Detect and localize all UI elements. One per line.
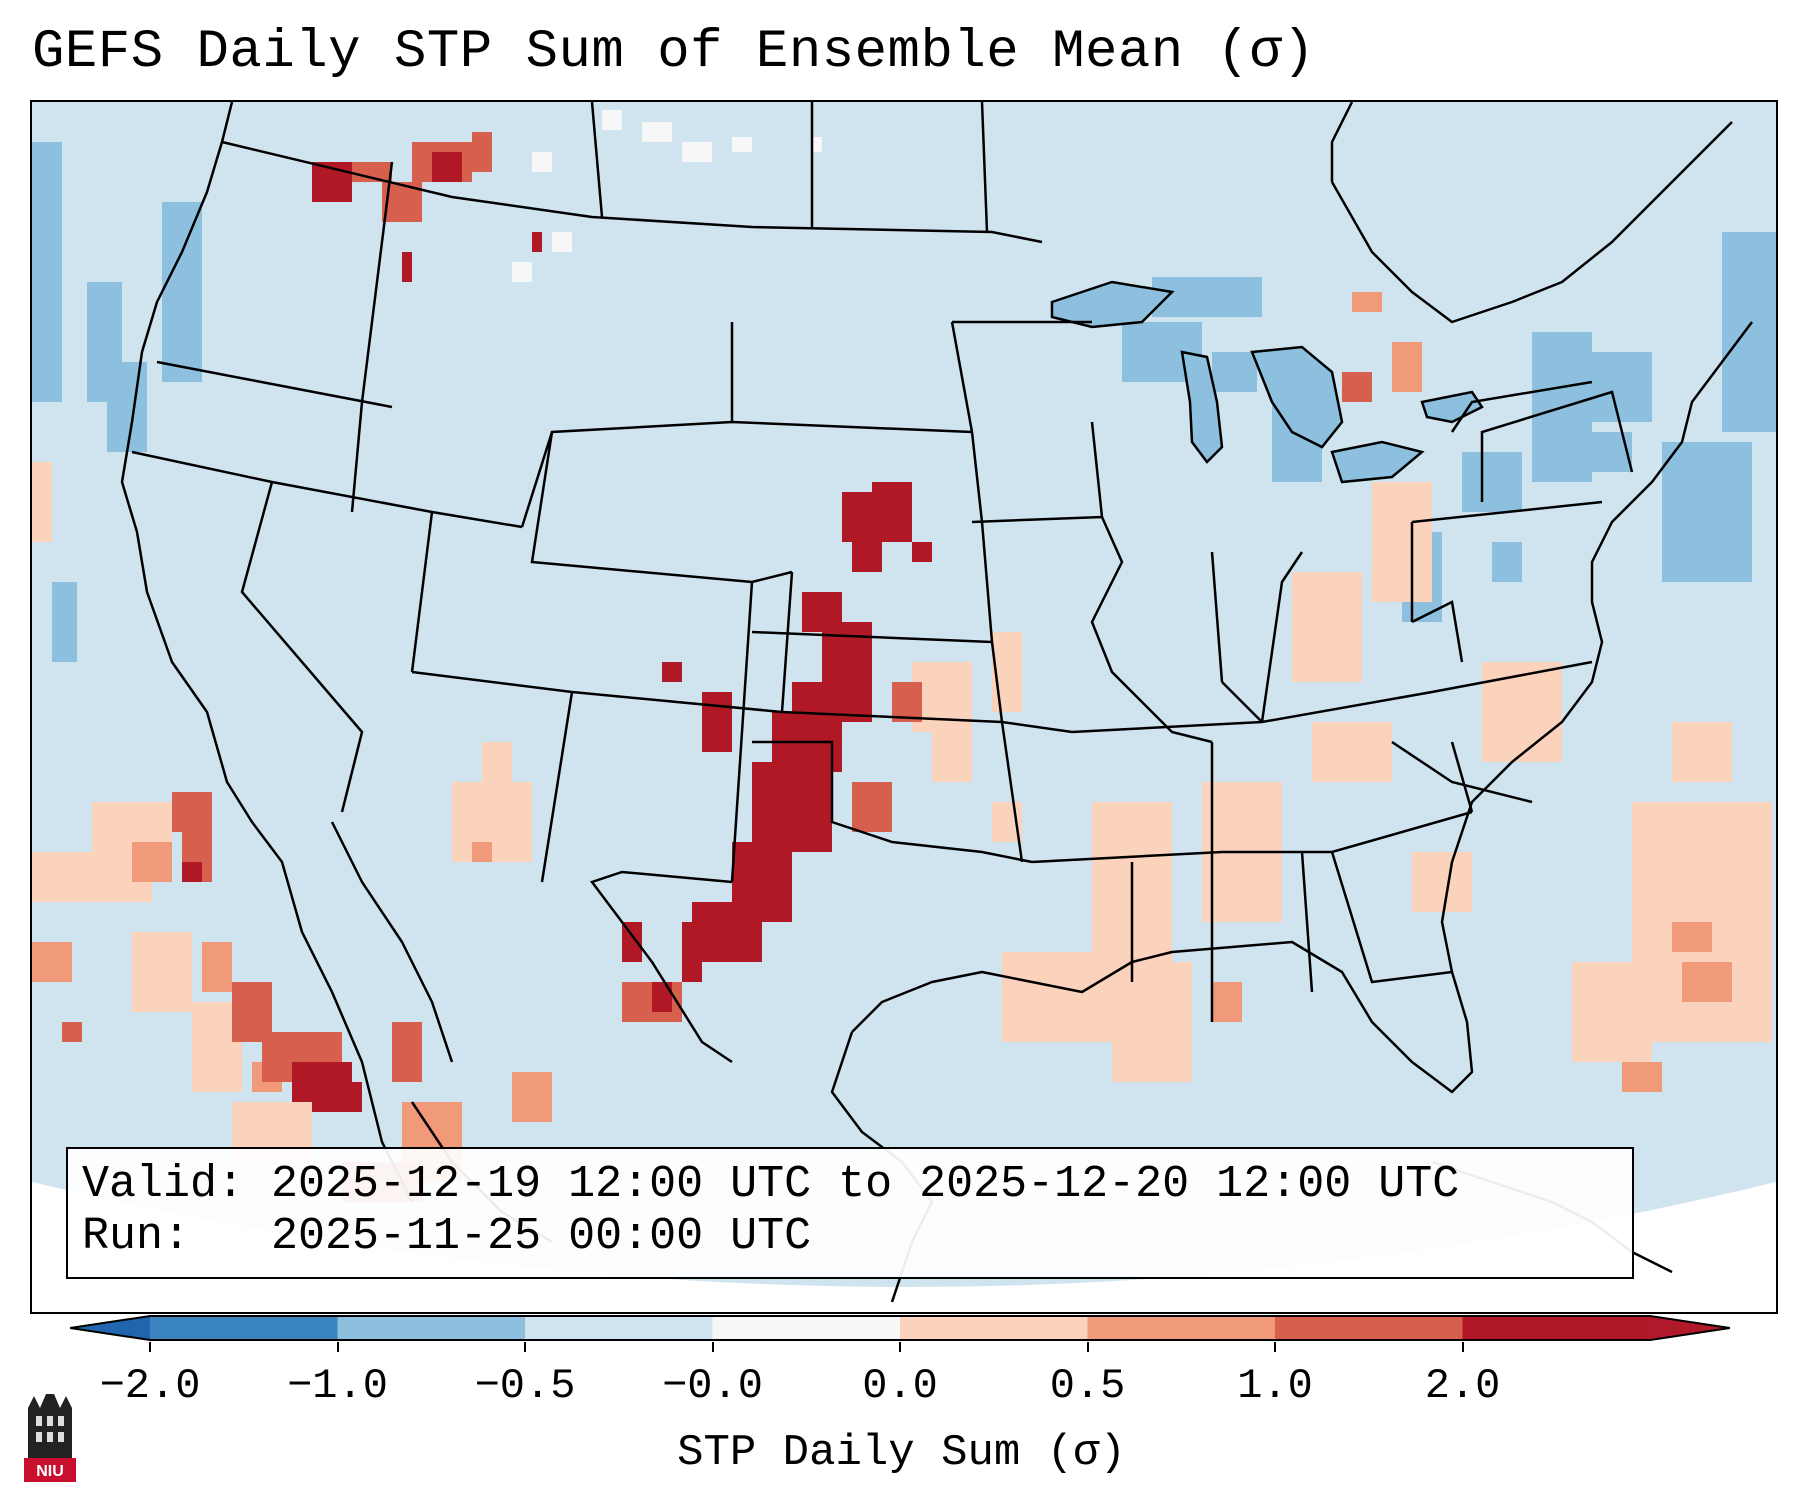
colorbar-tick-mark <box>1461 1342 1464 1352</box>
colorbar-tick-mark <box>711 1342 714 1352</box>
colorbar-tick-mark <box>336 1342 339 1352</box>
info-box: Valid: 2025-12-19 12:00 UTC to 2025-12-2… <box>66 1147 1634 1279</box>
medium-positive-cells <box>32 292 1732 1182</box>
colorbar-tick-label: 0.5 <box>1049 1362 1126 1410</box>
colorbar <box>70 1315 1730 1341</box>
great-lakes <box>1050 280 1484 484</box>
state-borders <box>131 102 1634 1064</box>
colorbar-tick-label: −2.0 <box>99 1362 201 1410</box>
colorbar-tick-label: −0.0 <box>662 1362 763 1410</box>
colorbar-bin <box>712 1316 901 1340</box>
colorbar-bins <box>150 1316 1651 1340</box>
colorbar-tick-mark <box>1274 1342 1276 1352</box>
colorbar-tick-label: 1.0 <box>1237 1362 1313 1410</box>
max-positive-cells <box>182 152 932 1112</box>
colorbar-tick-mark <box>524 1342 526 1352</box>
logo-text: NIU <box>36 1463 64 1480</box>
colorbar-extend-high <box>1650 1316 1730 1340</box>
valid-time-text: Valid: 2025-12-19 12:00 UTC to 2025-12-2… <box>82 1159 1460 1210</box>
niu-logo: NIU <box>24 1394 76 1482</box>
colorbar-tick-mark <box>1086 1342 1089 1352</box>
colorbar-extend-low <box>70 1316 150 1340</box>
map-title: GEFS Daily STP Sum of Ensemble Mean (σ) <box>32 22 1316 83</box>
colorbar-tick-label: −0.5 <box>474 1362 576 1410</box>
colorbar-outline <box>70 1315 1730 1341</box>
map-panel[interactable] <box>30 100 1778 1314</box>
run-time-text: Run: 2025-11-25 00:00 UTC <box>82 1211 812 1262</box>
colorbar-tick-label: −1.0 <box>287 1362 388 1410</box>
colorbar-bin <box>150 1316 338 1340</box>
colorbar-tick-mark <box>899 1342 901 1352</box>
negative-anomaly-cells <box>32 142 1776 662</box>
colorbar-bin <box>337 1316 526 1340</box>
colorbar-tick-mark <box>149 1342 151 1352</box>
colorbar-bin <box>1275 1316 1463 1340</box>
colorbar-label: STP Daily Sum (σ) <box>677 1428 1126 1478</box>
colorbar-bin <box>1087 1316 1276 1340</box>
colorbar-tick-label: 0.0 <box>862 1362 938 1410</box>
near-zero-cells <box>512 110 822 282</box>
colorbar-bin <box>900 1316 1088 1340</box>
map-canvas <box>32 102 1776 1303</box>
colorbar-bin <box>525 1316 713 1340</box>
colorbar-tick-label: 2.0 <box>1424 1362 1501 1410</box>
colorbar-bin <box>1462 1316 1651 1340</box>
